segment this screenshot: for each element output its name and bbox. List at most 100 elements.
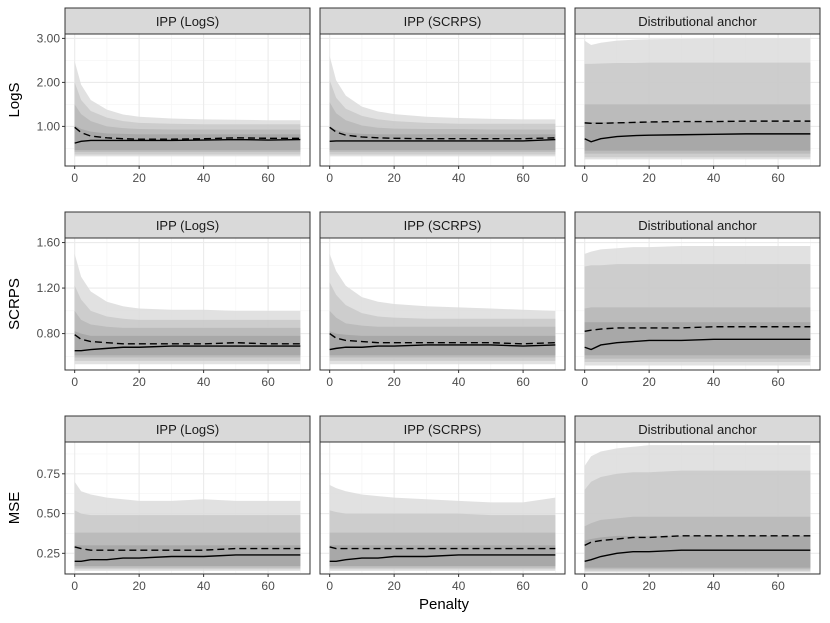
x-tick-label: 40 <box>452 375 466 389</box>
x-tick-label: 20 <box>387 171 401 185</box>
panel-strip <box>64 415 311 443</box>
mean-line <box>329 546 556 550</box>
mean-line <box>329 333 556 345</box>
panel-strip <box>574 7 821 35</box>
panel-border <box>64 237 311 371</box>
x-tick-label: 0 <box>71 579 78 593</box>
x-tick-label: 60 <box>516 375 530 389</box>
panel-strip <box>574 415 821 443</box>
x-tick-label: 40 <box>452 171 466 185</box>
x-tick-label: 60 <box>261 171 275 185</box>
median-line <box>584 133 811 143</box>
x-tick-label: 60 <box>771 171 785 185</box>
y-tick-label: 2.00 <box>37 75 61 89</box>
x-tick-label: 20 <box>642 171 656 185</box>
x-tick-label: 40 <box>197 375 211 389</box>
x-tick-label: 20 <box>132 579 146 593</box>
y-axis-title: LogS <box>6 82 23 117</box>
y-tick-label: 1.60 <box>37 236 61 250</box>
median-line <box>74 554 301 562</box>
x-tick-label: 60 <box>261 579 275 593</box>
y-tick-label: 0.80 <box>37 327 61 341</box>
x-tick-label: 60 <box>516 171 530 185</box>
y-axis-title: MSE <box>6 492 23 525</box>
panel-strip-title: Distributional anchor <box>638 218 757 233</box>
panel-strip-title: IPP (LogS) <box>156 422 219 437</box>
y-axis-title: SCRPS <box>6 278 23 330</box>
y-tick-label: 0.75 <box>37 467 61 481</box>
mean-line <box>74 126 301 140</box>
x-tick-label: 20 <box>387 579 401 593</box>
x-tick-label: 20 <box>642 375 656 389</box>
panel: IPP (SCRPS) 0 20 40 60 <box>319 211 566 389</box>
panel-strip <box>574 211 821 239</box>
panel: IPP (SCRPS) 0 20 40 60 <box>319 7 566 185</box>
median-line <box>329 554 556 562</box>
panel-strip-title: IPP (LogS) <box>156 218 219 233</box>
panel: IPP (LogS) 0 20 40 60 <box>64 211 311 389</box>
x-tick-label: 20 <box>642 579 656 593</box>
x-tick-label: 0 <box>326 171 333 185</box>
y-tick-label: 1.00 <box>37 119 61 133</box>
median-line <box>584 549 811 562</box>
x-tick-label: 40 <box>197 579 211 593</box>
panel-strip-title: IPP (SCRPS) <box>404 14 482 29</box>
median-line <box>74 138 301 144</box>
x-tick-label: 40 <box>197 171 211 185</box>
x-tick-label: 40 <box>707 375 721 389</box>
panel-border <box>574 237 821 371</box>
x-tick-label: 0 <box>71 375 78 389</box>
panel-border <box>319 441 566 575</box>
x-tick-label: 60 <box>261 375 275 389</box>
panel: Distributional anchor 0 20 40 60 <box>574 211 821 389</box>
panel-strip-title: IPP (LogS) <box>156 14 219 29</box>
panel: IPP (SCRPS) 0 20 40 60 <box>319 415 566 593</box>
mean-line <box>584 326 811 332</box>
y-tick-label: 3.00 <box>37 31 61 45</box>
median-line <box>329 138 556 143</box>
panel: Distributional anchor 0 20 40 60 <box>574 7 821 185</box>
x-tick-label: 20 <box>132 171 146 185</box>
x-tick-label: 60 <box>771 579 785 593</box>
panel-strip-title: IPP (SCRPS) <box>404 422 482 437</box>
panel: IPP (LogS) 0 20 40 60 <box>64 7 311 185</box>
panel-strip <box>64 211 311 239</box>
panel-border <box>319 33 566 167</box>
x-axis-title: Penalty <box>419 596 470 613</box>
quantile-band <box>74 125 301 151</box>
panel-border <box>319 237 566 371</box>
x-tick-label: 40 <box>707 579 721 593</box>
x-tick-label: 0 <box>581 579 588 593</box>
quantile-band <box>584 322 811 356</box>
panel-border <box>64 441 311 575</box>
quantile-band <box>584 122 811 151</box>
quantile-band <box>584 535 811 568</box>
median-line <box>74 345 301 352</box>
x-tick-label: 60 <box>516 579 530 593</box>
panel-strip-title: IPP (SCRPS) <box>404 218 482 233</box>
panel-strip-title: Distributional anchor <box>638 422 757 437</box>
x-tick-label: 20 <box>132 375 146 389</box>
panel-border <box>64 33 311 167</box>
median-line <box>329 344 556 351</box>
median-line <box>584 338 811 351</box>
y-tick-label: 0.25 <box>37 546 61 560</box>
x-tick-label: 0 <box>326 579 333 593</box>
panel-border <box>574 441 821 575</box>
x-tick-label: 0 <box>581 375 588 389</box>
panel: IPP (LogS) 0 20 40 60 <box>64 415 311 593</box>
x-tick-label: 40 <box>452 579 466 593</box>
mean-line <box>74 546 301 551</box>
mean-line <box>74 334 301 345</box>
x-tick-label: 0 <box>71 171 78 185</box>
x-tick-label: 40 <box>707 171 721 185</box>
x-tick-label: 0 <box>326 375 333 389</box>
y-tick-label: 1.20 <box>37 281 61 295</box>
x-tick-label: 0 <box>581 171 588 185</box>
x-tick-label: 20 <box>387 375 401 389</box>
panel-border <box>574 33 821 167</box>
panel-strip <box>64 7 311 35</box>
panel: Distributional anchor 0 20 40 60 <box>574 415 821 593</box>
mean-line <box>584 535 811 546</box>
